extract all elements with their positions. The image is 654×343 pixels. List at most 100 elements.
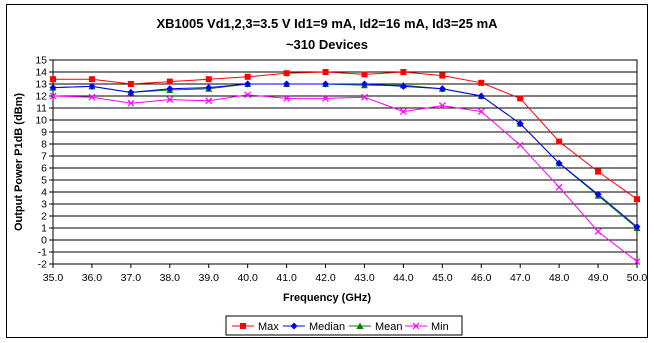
x-tick-label: 42.0	[315, 272, 336, 284]
data-point-max	[88, 76, 95, 83]
legend-label-median: Median	[309, 321, 345, 333]
y-tick-label: 6	[41, 163, 47, 175]
legend-marker-median	[290, 322, 298, 330]
legend-label-max: Max	[258, 321, 279, 333]
data-point-median	[516, 120, 524, 128]
series-min	[49, 91, 641, 266]
data-point-min	[283, 94, 291, 102]
x-tick-label: 40.0	[237, 272, 258, 284]
y-tick-label: 11	[36, 103, 47, 115]
legend-marker-mean	[356, 322, 364, 329]
x-tick-label: 47.0	[510, 272, 531, 284]
x-tick-label: 41.0	[276, 272, 297, 284]
x-axis-ticks: 35.0 36.0 37.0 38.0 39.0 40.0 41.0 42.0 43.0 44.0…	[43, 264, 648, 284]
y-tick-label: 12	[35, 91, 47, 103]
data-point-median	[283, 80, 291, 88]
legend-box	[225, 315, 463, 336]
y-tick-label: -2	[38, 259, 47, 271]
x-tick-label: 36.0	[82, 272, 103, 284]
data-point-median	[438, 85, 446, 93]
y-tick-label: 3	[41, 199, 47, 211]
series-group	[49, 69, 641, 266]
x-tick-label: 43.0	[354, 272, 375, 284]
series-line-min	[52, 94, 638, 262]
y-tick-label: 1	[41, 223, 47, 235]
y-tick-label: 5	[41, 175, 47, 187]
data-point-min	[516, 141, 524, 149]
plot-area	[52, 59, 638, 265]
y-tick-label: 15	[35, 55, 47, 67]
y-tick-label: 8	[41, 139, 47, 151]
series-line-median	[52, 83, 638, 228]
data-point-median	[633, 223, 641, 231]
legend-label-mean: Mean	[375, 321, 403, 333]
data-point-median	[166, 85, 174, 93]
data-point-min	[49, 92, 57, 100]
data-point-max	[322, 69, 329, 75]
data-point-min	[244, 91, 252, 99]
data-point-max	[50, 76, 56, 83]
data-point-min	[322, 94, 329, 102]
data-point-max	[127, 81, 134, 87]
y-tick-label: 4	[41, 187, 47, 199]
data-point-median	[322, 80, 330, 88]
y-axis-title: Output Power P1dB (dBm)	[13, 93, 25, 231]
chart-subtitle: ~310 Devices	[286, 37, 368, 52]
data-point-median	[477, 92, 485, 100]
data-point-median	[594, 190, 602, 198]
y-tick-label: 2	[41, 211, 47, 223]
data-point-min	[361, 93, 368, 101]
data-point-max	[634, 196, 640, 203]
x-tick-label: 44.0	[393, 272, 414, 284]
legend-marker-min	[412, 322, 420, 330]
x-tick-label: 48.0	[549, 272, 570, 284]
x-tick-label: 50.0	[627, 272, 648, 284]
legend-item-max: Max	[232, 321, 279, 333]
data-point-min	[166, 96, 174, 104]
legend-item-median: Median	[283, 321, 345, 333]
data-point-median	[205, 84, 213, 92]
legend-label-min: Min	[431, 321, 449, 333]
x-tick-label: 49.0	[588, 272, 609, 284]
data-point-max	[166, 78, 173, 85]
data-point-max	[283, 70, 290, 77]
data-point-max	[244, 73, 251, 80]
data-point-min	[205, 97, 213, 105]
series-max	[50, 69, 640, 203]
data-point-max	[439, 72, 446, 79]
x-tick-label: 37.0	[121, 272, 142, 284]
x-tick-label: 38.0	[160, 272, 181, 284]
data-point-min	[477, 108, 485, 116]
y-tick-label: 0	[41, 235, 47, 247]
legend-marker-max	[240, 323, 246, 329]
y-tick-label: 10	[35, 115, 47, 127]
data-point-max	[556, 138, 563, 145]
legend: Max Median Mean Min	[232, 321, 449, 333]
y-tick-label: 9	[41, 127, 47, 139]
data-point-median	[49, 84, 57, 92]
data-point-max	[478, 79, 485, 86]
data-point-min	[127, 99, 135, 107]
data-point-min	[594, 228, 602, 236]
legend-item-min: Min	[405, 321, 449, 333]
data-point-max	[517, 95, 524, 102]
data-point-median	[88, 82, 96, 90]
x-tick-label: 35.0	[43, 272, 64, 284]
data-point-max	[400, 69, 407, 75]
data-point-median	[360, 80, 368, 88]
data-point-max	[205, 76, 212, 83]
y-tick-label: 7	[41, 151, 47, 163]
data-point-max	[595, 168, 602, 175]
data-point-median	[127, 88, 135, 96]
x-axis-title: Frequency (GHz)	[283, 292, 371, 304]
data-point-median	[244, 80, 252, 88]
x-tick-label: 45.0	[432, 272, 453, 284]
x-tick-label: 46.0	[471, 272, 492, 284]
data-point-min	[399, 108, 407, 116]
data-point-median	[399, 82, 407, 90]
chart-title: XB1005 Vd1,2,3=3.5 V Id1=9 mA, Id2=16 mA…	[156, 16, 498, 31]
series-line-max	[53, 71, 638, 200]
y-tick-label: 13	[35, 79, 47, 91]
